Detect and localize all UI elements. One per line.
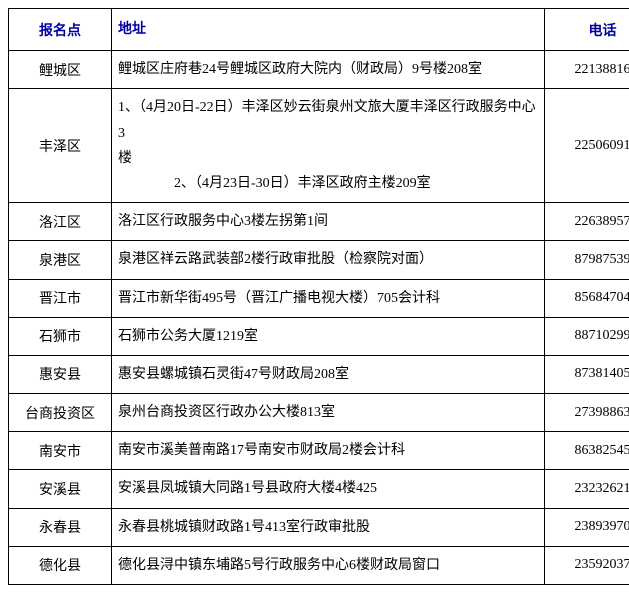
table-row: 晋江市晋江市新华街495号（晋江广播电视大楼）705会计科85684704	[9, 279, 629, 317]
table-row: 台商投资区泉州台商投资区行政办公大楼813室27398863	[9, 394, 629, 432]
cell-phone: 23592037	[545, 546, 629, 584]
cell-address: 德化县浔中镇东埔路5号行政服务中心6楼财政局窗口	[112, 546, 545, 584]
cell-address: 石狮市公务大厦1219室	[112, 317, 545, 355]
cell-location: 石狮市	[9, 317, 112, 355]
cell-address: 晋江市新华街495号（晋江广播电视大楼）705会计科	[112, 279, 545, 317]
cell-location: 德化县	[9, 546, 112, 584]
table-row: 洛江区洛江区行政服务中心3楼左拐第1间22638957	[9, 203, 629, 241]
cell-location: 丰泽区	[9, 89, 112, 203]
cell-address: 南安市溪美普南路17号南安市财政局2楼会计科	[112, 432, 545, 470]
header-address: 地址	[112, 9, 545, 51]
cell-address: 安溪县凤城镇大同路1号县政府大楼4楼425	[112, 470, 545, 508]
cell-location: 永春县	[9, 508, 112, 546]
cell-location: 洛江区	[9, 203, 112, 241]
cell-address: 永春县桃城镇财政路1号413室行政审批股	[112, 508, 545, 546]
cell-address: 洛江区行政服务中心3楼左拐第1间	[112, 203, 545, 241]
cell-phone: 27398863	[545, 394, 629, 432]
cell-phone: 22506091	[545, 89, 629, 203]
table-body: 鲤城区鲤城区庄府巷24号鲤城区政府大院内（财政局）9号楼208室22138816…	[9, 51, 629, 585]
cell-location: 惠安县	[9, 355, 112, 393]
cell-phone: 23232621	[545, 470, 629, 508]
cell-phone: 87987539	[545, 241, 629, 279]
cell-phone: 85684704	[545, 279, 629, 317]
cell-phone: 86382545	[545, 432, 629, 470]
cell-phone: 87381405	[545, 355, 629, 393]
table-row: 丰泽区1、（4月20日-22日）丰泽区妙云街泉州文旅大厦丰泽区行政服务中心3楼 …	[9, 89, 629, 203]
registration-table: 报名点 地址 电话 鲤城区鲤城区庄府巷24号鲤城区政府大院内（财政局）9号楼20…	[8, 8, 629, 585]
cell-phone: 88710299	[545, 317, 629, 355]
table-header-row: 报名点 地址 电话	[9, 9, 629, 51]
cell-address: 1、（4月20日-22日）丰泽区妙云街泉州文旅大厦丰泽区行政服务中心3楼 2、（…	[112, 89, 545, 203]
table-row: 安溪县安溪县凤城镇大同路1号县政府大楼4楼42523232621	[9, 470, 629, 508]
table-row: 永春县永春县桃城镇财政路1号413室行政审批股23893970	[9, 508, 629, 546]
cell-address: 泉港区祥云路武装部2楼行政审批股（检察院对面）	[112, 241, 545, 279]
cell-address: 惠安县螺城镇石灵街47号财政局208室	[112, 355, 545, 393]
cell-location: 晋江市	[9, 279, 112, 317]
cell-location: 南安市	[9, 432, 112, 470]
cell-location: 台商投资区	[9, 394, 112, 432]
table-row: 德化县德化县浔中镇东埔路5号行政服务中心6楼财政局窗口23592037	[9, 546, 629, 584]
cell-phone: 22638957	[545, 203, 629, 241]
cell-phone: 22138816	[545, 51, 629, 89]
table-row: 鲤城区鲤城区庄府巷24号鲤城区政府大院内（财政局）9号楼208室22138816	[9, 51, 629, 89]
cell-phone: 23893970	[545, 508, 629, 546]
cell-location: 安溪县	[9, 470, 112, 508]
cell-location: 泉港区	[9, 241, 112, 279]
cell-address: 鲤城区庄府巷24号鲤城区政府大院内（财政局）9号楼208室	[112, 51, 545, 89]
table-row: 惠安县惠安县螺城镇石灵街47号财政局208室87381405	[9, 355, 629, 393]
header-phone: 电话	[545, 9, 629, 51]
header-location: 报名点	[9, 9, 112, 51]
table-row: 石狮市石狮市公务大厦1219室88710299	[9, 317, 629, 355]
table-row: 南安市南安市溪美普南路17号南安市财政局2楼会计科86382545	[9, 432, 629, 470]
cell-location: 鲤城区	[9, 51, 112, 89]
table-row: 泉港区泉港区祥云路武装部2楼行政审批股（检察院对面）87987539	[9, 241, 629, 279]
cell-address: 泉州台商投资区行政办公大楼813室	[112, 394, 545, 432]
